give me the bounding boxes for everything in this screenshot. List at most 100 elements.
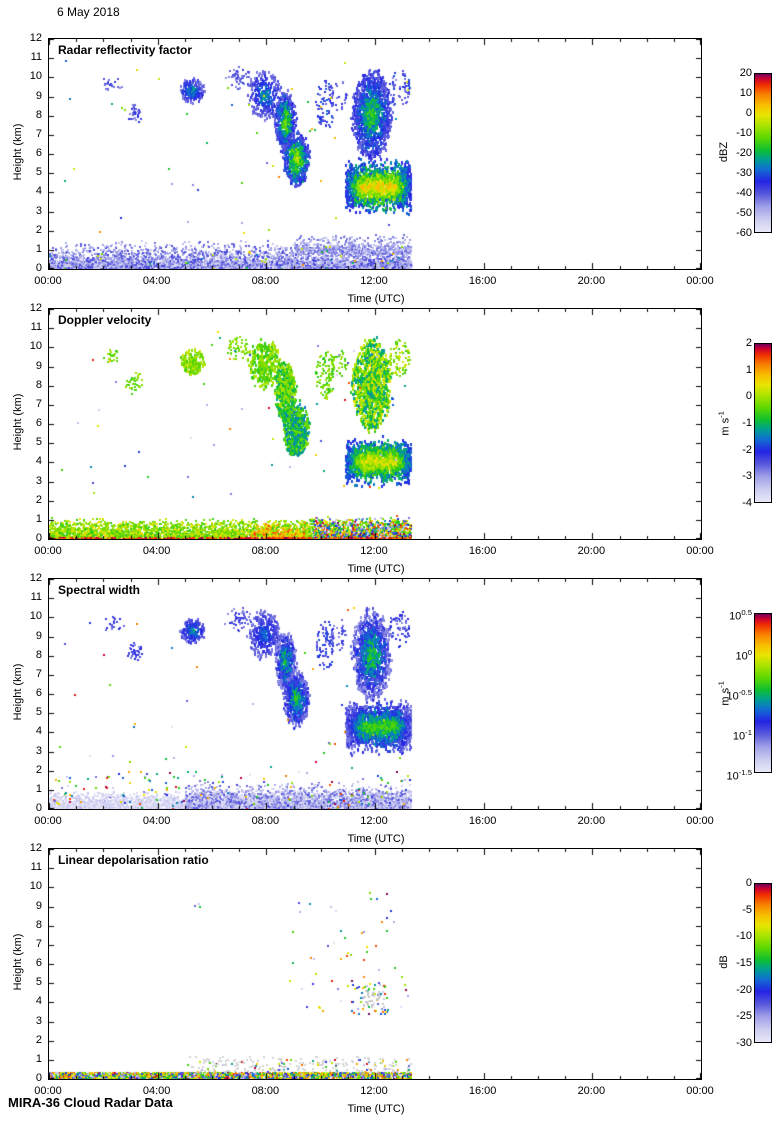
x-axis-label: Time (UTC) xyxy=(347,1103,405,1115)
x-tick-label: 16:00 xyxy=(468,545,497,557)
x-tick-label: 00:00 xyxy=(686,545,714,557)
x-tick-label: 16:00 xyxy=(468,815,497,827)
x-tick-label: 00:00 xyxy=(686,1085,714,1097)
x-tick-label: 12:00 xyxy=(360,815,388,827)
x-tick-label: 00:00 xyxy=(34,1085,62,1097)
x-tick-label: 00:00 xyxy=(686,275,714,287)
colorbar-tick-label: -30 xyxy=(736,1037,752,1049)
y-tick-label: 6 xyxy=(35,417,42,429)
x-tick-label: 04:00 xyxy=(142,815,171,827)
y-tick-label: 2 xyxy=(35,493,42,506)
x-tick-label: 04:00 xyxy=(142,275,171,287)
colorbar-tick-label: -30 xyxy=(736,167,752,179)
y-tick-label: 5 xyxy=(35,706,42,719)
date-label: 6 May 2018 xyxy=(57,5,120,19)
y-tick-label: 4 xyxy=(35,995,42,1008)
y-tick-label: 4 xyxy=(35,725,42,738)
y-tick-label: 1 xyxy=(35,1052,42,1065)
x-tick-label: 04:00 xyxy=(142,545,171,557)
colorbar-tick-label: -60 xyxy=(736,227,752,239)
colorbar-tick-label: 1 xyxy=(745,363,752,376)
colorbar-tick-label: -2 xyxy=(742,443,752,456)
colorbar-unit-label: dB xyxy=(718,955,730,969)
y-tick-label: 3 xyxy=(35,744,42,757)
y-tick-label: 10 xyxy=(29,340,42,353)
colorbar-tick-label: 0 xyxy=(745,877,752,889)
x-tick-label: 08:00 xyxy=(251,275,280,287)
colorbar-tick-label: -50 xyxy=(736,207,752,219)
colorbar-tick-label: -4 xyxy=(742,497,752,509)
y-tick-label: 9 xyxy=(35,359,42,372)
y-tick-label: 11 xyxy=(30,861,42,874)
colorbar-tick-label: 10-0.5 xyxy=(726,688,753,703)
y-tick-label: 6 xyxy=(35,147,42,159)
y-tick-label: 0 xyxy=(35,262,42,274)
y-tick-label: 0 xyxy=(35,1072,42,1084)
y-tick-label: 0 xyxy=(35,532,42,544)
x-tick-label: 00:00 xyxy=(686,815,714,827)
figure-footer-title: MIRA-36 Cloud Radar Data xyxy=(8,1095,173,1110)
y-tick-label: 2 xyxy=(35,223,42,236)
y-tick-label: 9 xyxy=(35,629,42,642)
colorbar-unit-label: m s-1 xyxy=(716,681,732,706)
panel-title: Linear depolarisation ratio xyxy=(58,853,209,867)
y-tick-label: 6 xyxy=(35,687,42,699)
y-tick-label: 12 xyxy=(29,302,42,314)
x-tick-label: 00:00 xyxy=(34,545,62,557)
x-tick-label: 12:00 xyxy=(360,1085,388,1097)
x-axis-label: Time (UTC) xyxy=(347,293,405,305)
x-tick-label: 16:00 xyxy=(468,275,497,287)
y-tick-label: 8 xyxy=(35,108,42,121)
x-tick-label: 12:00 xyxy=(360,275,388,287)
colorbar-tick-label: 10 xyxy=(739,87,752,99)
colorbar-tick-label: -5 xyxy=(742,903,752,916)
x-tick-label: 20:00 xyxy=(577,275,606,287)
colorbar-tick-label: 100 xyxy=(735,648,752,663)
y-tick-label: 11 xyxy=(30,321,42,334)
y-tick-label: 8 xyxy=(35,918,42,931)
y-tick-label: 2 xyxy=(35,1033,42,1046)
x-tick-label: 20:00 xyxy=(577,815,606,827)
panel-linear-depolarisation: Linear depolarisation ratio Height (km) … xyxy=(0,842,780,1148)
colorbar-tick-label: 2 xyxy=(745,337,752,349)
colorbar xyxy=(754,613,772,773)
y-tick-label: 1 xyxy=(35,242,42,255)
x-axis-label: Time (UTC) xyxy=(347,833,405,845)
colorbar-tick-label: -25 xyxy=(736,1010,752,1023)
x-tick-label: 04:00 xyxy=(142,1085,171,1097)
y-tick-label: 5 xyxy=(35,436,42,449)
x-tick-label: 08:00 xyxy=(251,545,280,557)
x-tick-label: 12:00 xyxy=(360,545,388,557)
ldr-heatmap xyxy=(48,848,702,1080)
colorbar-tick-label: -40 xyxy=(736,187,752,199)
colorbar-tick-label: -20 xyxy=(736,147,752,159)
x-axis-label: Time (UTC) xyxy=(347,563,405,575)
y-tick-label: 7 xyxy=(35,937,42,950)
colorbar-tick-label: 0 xyxy=(745,107,752,119)
y-tick-label: 12 xyxy=(29,572,42,584)
y-tick-label: 0 xyxy=(35,802,42,814)
x-tick-label: 00:00 xyxy=(34,275,62,287)
y-tick-label: 3 xyxy=(35,1014,42,1027)
spectral-width-heatmap xyxy=(48,578,702,810)
colorbar-tick-label: -10 xyxy=(736,127,752,139)
x-tick-label: 08:00 xyxy=(251,1085,280,1097)
panel-title: Radar reflectivity factor xyxy=(58,43,193,57)
y-tick-label: 12 xyxy=(29,32,42,44)
colorbar xyxy=(754,883,772,1043)
doppler-velocity-heatmap xyxy=(48,308,702,540)
x-tick-label: 08:00 xyxy=(251,815,280,827)
y-tick-label: 11 xyxy=(30,591,42,604)
y-tick-label: 4 xyxy=(35,455,42,468)
colorbar-tick-label: -20 xyxy=(736,983,752,996)
y-tick-label: 4 xyxy=(35,185,42,198)
panel-spectral-width: Spectral width Height (km) 0 1 2 3 4 5 6 7 8 9 10 1… xyxy=(0,572,780,878)
colorbar-tick-label: -3 xyxy=(742,470,752,483)
colorbar-unit-label: m s-1 xyxy=(716,411,732,436)
y-tick-label: 9 xyxy=(35,89,42,102)
reflectivity-heatmap xyxy=(48,38,702,270)
panel-title: Spectral width xyxy=(58,583,141,597)
colorbar-tick-label: 10-1 xyxy=(732,728,752,743)
